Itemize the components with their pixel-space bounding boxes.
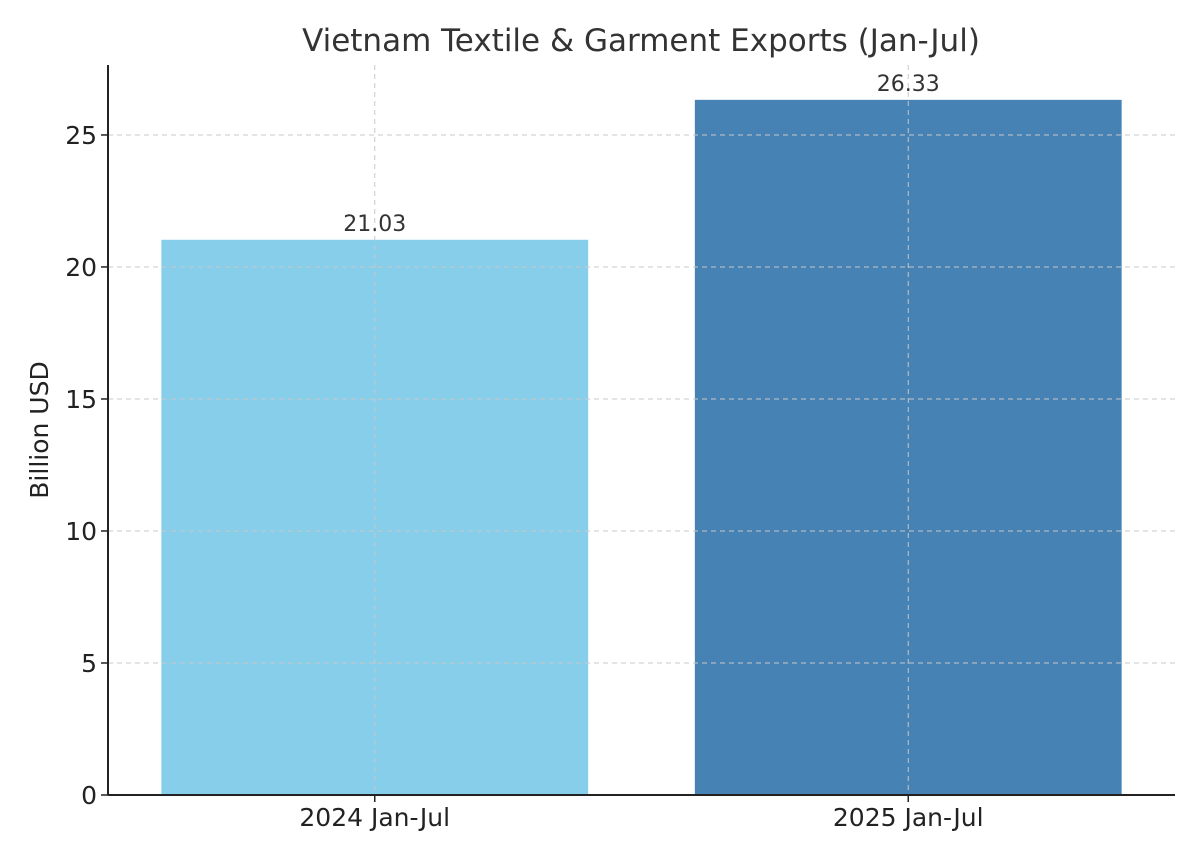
data-label: 21.03 <box>343 212 406 237</box>
data-label: 26.33 <box>877 72 940 97</box>
y-tick-label: 25 <box>65 121 97 150</box>
y-axis-label: Billion USD <box>25 361 54 498</box>
y-tick-label: 10 <box>65 517 97 546</box>
y-tick-label: 0 <box>81 781 97 810</box>
y-tick-label: 20 <box>65 253 97 282</box>
y-tick-label: 15 <box>65 385 97 414</box>
chart-title: Vietnam Textile & Garment Exports (Jan-J… <box>302 23 980 59</box>
x-tick-label: 2025 Jan-Jul <box>833 803 984 832</box>
x-tick-label: 2024 Jan-Jul <box>299 803 450 832</box>
y-tick-label: 5 <box>81 649 97 678</box>
